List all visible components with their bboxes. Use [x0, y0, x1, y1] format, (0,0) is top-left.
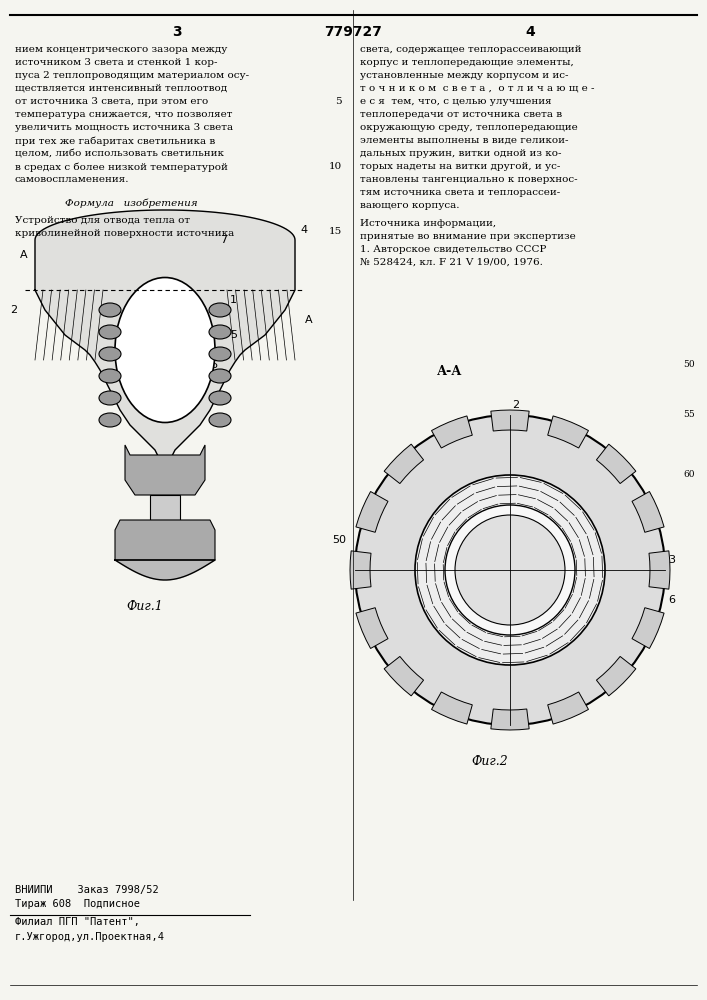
Ellipse shape	[99, 303, 121, 317]
Text: 3: 3	[161, 535, 168, 545]
Ellipse shape	[99, 391, 121, 405]
Ellipse shape	[209, 303, 231, 317]
Ellipse shape	[209, 413, 231, 427]
Polygon shape	[632, 608, 664, 648]
Text: 60: 60	[684, 470, 695, 479]
Polygon shape	[597, 656, 636, 696]
Text: г.Ужгород,ул.Проектная,4: г.Ужгород,ул.Проектная,4	[15, 932, 165, 942]
Polygon shape	[649, 551, 670, 589]
Text: 779727: 779727	[324, 25, 382, 39]
Text: 1: 1	[230, 295, 237, 305]
Ellipse shape	[209, 325, 231, 339]
Polygon shape	[431, 692, 472, 724]
Text: теплопередачи от источника света в: теплопередачи от источника света в	[360, 110, 562, 119]
Text: тям источника света и теплорассеи-: тям источника света и теплорассеи-	[360, 188, 560, 197]
Ellipse shape	[209, 347, 231, 361]
Text: ВНИИПИ    Заказ 7998/52: ВНИИПИ Заказ 7998/52	[15, 885, 159, 895]
Ellipse shape	[99, 347, 121, 361]
Text: А-А: А-А	[438, 365, 462, 378]
Ellipse shape	[209, 391, 231, 405]
Text: окружающую среду, теплопередающие: окружающую среду, теплопередающие	[360, 123, 578, 132]
Text: пуса 2 теплопроводящим материалом осу-: пуса 2 теплопроводящим материалом осу-	[15, 71, 249, 80]
Text: 15: 15	[329, 227, 342, 236]
Text: Фиг.2: Фиг.2	[472, 755, 508, 768]
Polygon shape	[491, 709, 529, 730]
Text: 6: 6	[210, 360, 217, 370]
Text: в средах с более низкой температурой: в средах с более низкой температурой	[15, 162, 228, 172]
Polygon shape	[35, 210, 295, 460]
Ellipse shape	[99, 325, 121, 339]
Text: № 528424, кл. F 21 V 19/00, 1976.: № 528424, кл. F 21 V 19/00, 1976.	[360, 258, 543, 267]
Text: Тираж 608  Подписное: Тираж 608 Подписное	[15, 899, 140, 909]
Ellipse shape	[209, 369, 231, 383]
Polygon shape	[548, 692, 588, 724]
Text: 1. Авторское свидетельство СССР: 1. Авторское свидетельство СССР	[360, 245, 547, 254]
Text: при тех же габаритах светильника в: при тех же габаритах светильника в	[15, 136, 215, 145]
Polygon shape	[356, 608, 388, 648]
Polygon shape	[491, 410, 529, 431]
Text: увеличить мощность источника 3 света: увеличить мощность источника 3 света	[15, 123, 233, 132]
Text: 50: 50	[684, 360, 695, 369]
Ellipse shape	[99, 413, 121, 427]
Ellipse shape	[99, 369, 121, 383]
Text: самовоспламенения.: самовоспламенения.	[15, 175, 129, 184]
Text: Фиг.1: Фиг.1	[127, 600, 163, 613]
Polygon shape	[115, 560, 215, 580]
Polygon shape	[115, 520, 215, 560]
Text: 4: 4	[525, 25, 535, 39]
Circle shape	[445, 505, 575, 635]
Text: т о ч н и к о м  с в е т а ,  о т л и ч а ю щ е -: т о ч н и к о м с в е т а , о т л и ч а …	[360, 84, 595, 93]
Text: дальных пружин, витки одной из ко-: дальных пружин, витки одной из ко-	[360, 149, 561, 158]
Polygon shape	[632, 492, 664, 532]
Text: Формула   изобретения: Формула изобретения	[65, 198, 198, 208]
Text: 5: 5	[230, 330, 237, 340]
Text: тановлены тангенциально к поверхнос-: тановлены тангенциально к поверхнос-	[360, 175, 578, 184]
Text: 3: 3	[668, 555, 675, 565]
Text: 3: 3	[173, 25, 182, 39]
Circle shape	[415, 475, 605, 665]
Text: 10: 10	[329, 162, 342, 171]
Text: А: А	[305, 315, 312, 325]
Text: Устройство для отвода тепла от: Устройство для отвода тепла от	[15, 216, 190, 225]
Polygon shape	[431, 416, 472, 448]
Text: корпус и теплопередающие элементы,: корпус и теплопередающие элементы,	[360, 58, 574, 67]
Text: от источника 3 света, при этом его: от источника 3 света, при этом его	[15, 97, 209, 106]
Circle shape	[355, 415, 665, 725]
Text: 5: 5	[335, 97, 342, 106]
Text: нием концентрического зазора между: нием концентрического зазора между	[15, 45, 228, 54]
Text: Филиал ПГП "Патент",: Филиал ПГП "Патент",	[15, 917, 140, 927]
Text: принятые во внимание при экспертизе: принятые во внимание при экспертизе	[360, 232, 575, 241]
Text: целом, либо использовать светильник: целом, либо использовать светильник	[15, 149, 224, 158]
Circle shape	[455, 515, 565, 625]
Polygon shape	[350, 551, 371, 589]
Text: вающего корпуса.: вающего корпуса.	[360, 201, 460, 210]
Text: 50: 50	[332, 535, 346, 545]
Text: 7: 7	[220, 235, 227, 245]
Text: элементы выполнены в виде геликои-: элементы выполнены в виде геликои-	[360, 136, 568, 145]
Text: 2: 2	[512, 400, 519, 410]
Text: А: А	[20, 250, 28, 260]
Text: источником 3 света и стенкой 1 кор-: источником 3 света и стенкой 1 кор-	[15, 58, 218, 67]
Polygon shape	[150, 495, 180, 520]
Text: 6: 6	[668, 595, 675, 605]
Text: Источника информации,: Источника информации,	[360, 219, 496, 228]
Text: температура снижается, что позволяет: температура снижается, что позволяет	[15, 110, 233, 119]
Text: 4: 4	[300, 225, 307, 235]
Text: 2: 2	[10, 305, 17, 315]
Text: света, содержащее теплорассеивающий: света, содержащее теплорассеивающий	[360, 45, 581, 54]
Polygon shape	[125, 445, 205, 495]
Text: 55: 55	[683, 410, 695, 419]
Polygon shape	[384, 656, 423, 696]
Text: е с я  тем, что, с целью улучшения: е с я тем, что, с целью улучшения	[360, 97, 551, 106]
Text: установленные между корпусом и ис-: установленные между корпусом и ис-	[360, 71, 568, 80]
Text: ществляется интенсивный теплоотвод: ществляется интенсивный теплоотвод	[15, 84, 227, 93]
Polygon shape	[597, 444, 636, 484]
Text: криволинейной поверхности источника: криволинейной поверхности источника	[15, 229, 234, 238]
Polygon shape	[356, 492, 388, 532]
Polygon shape	[384, 444, 423, 484]
Ellipse shape	[115, 277, 215, 422]
Text: торых надеты на витки другой, и ус-: торых надеты на витки другой, и ус-	[360, 162, 561, 171]
Polygon shape	[548, 416, 588, 448]
